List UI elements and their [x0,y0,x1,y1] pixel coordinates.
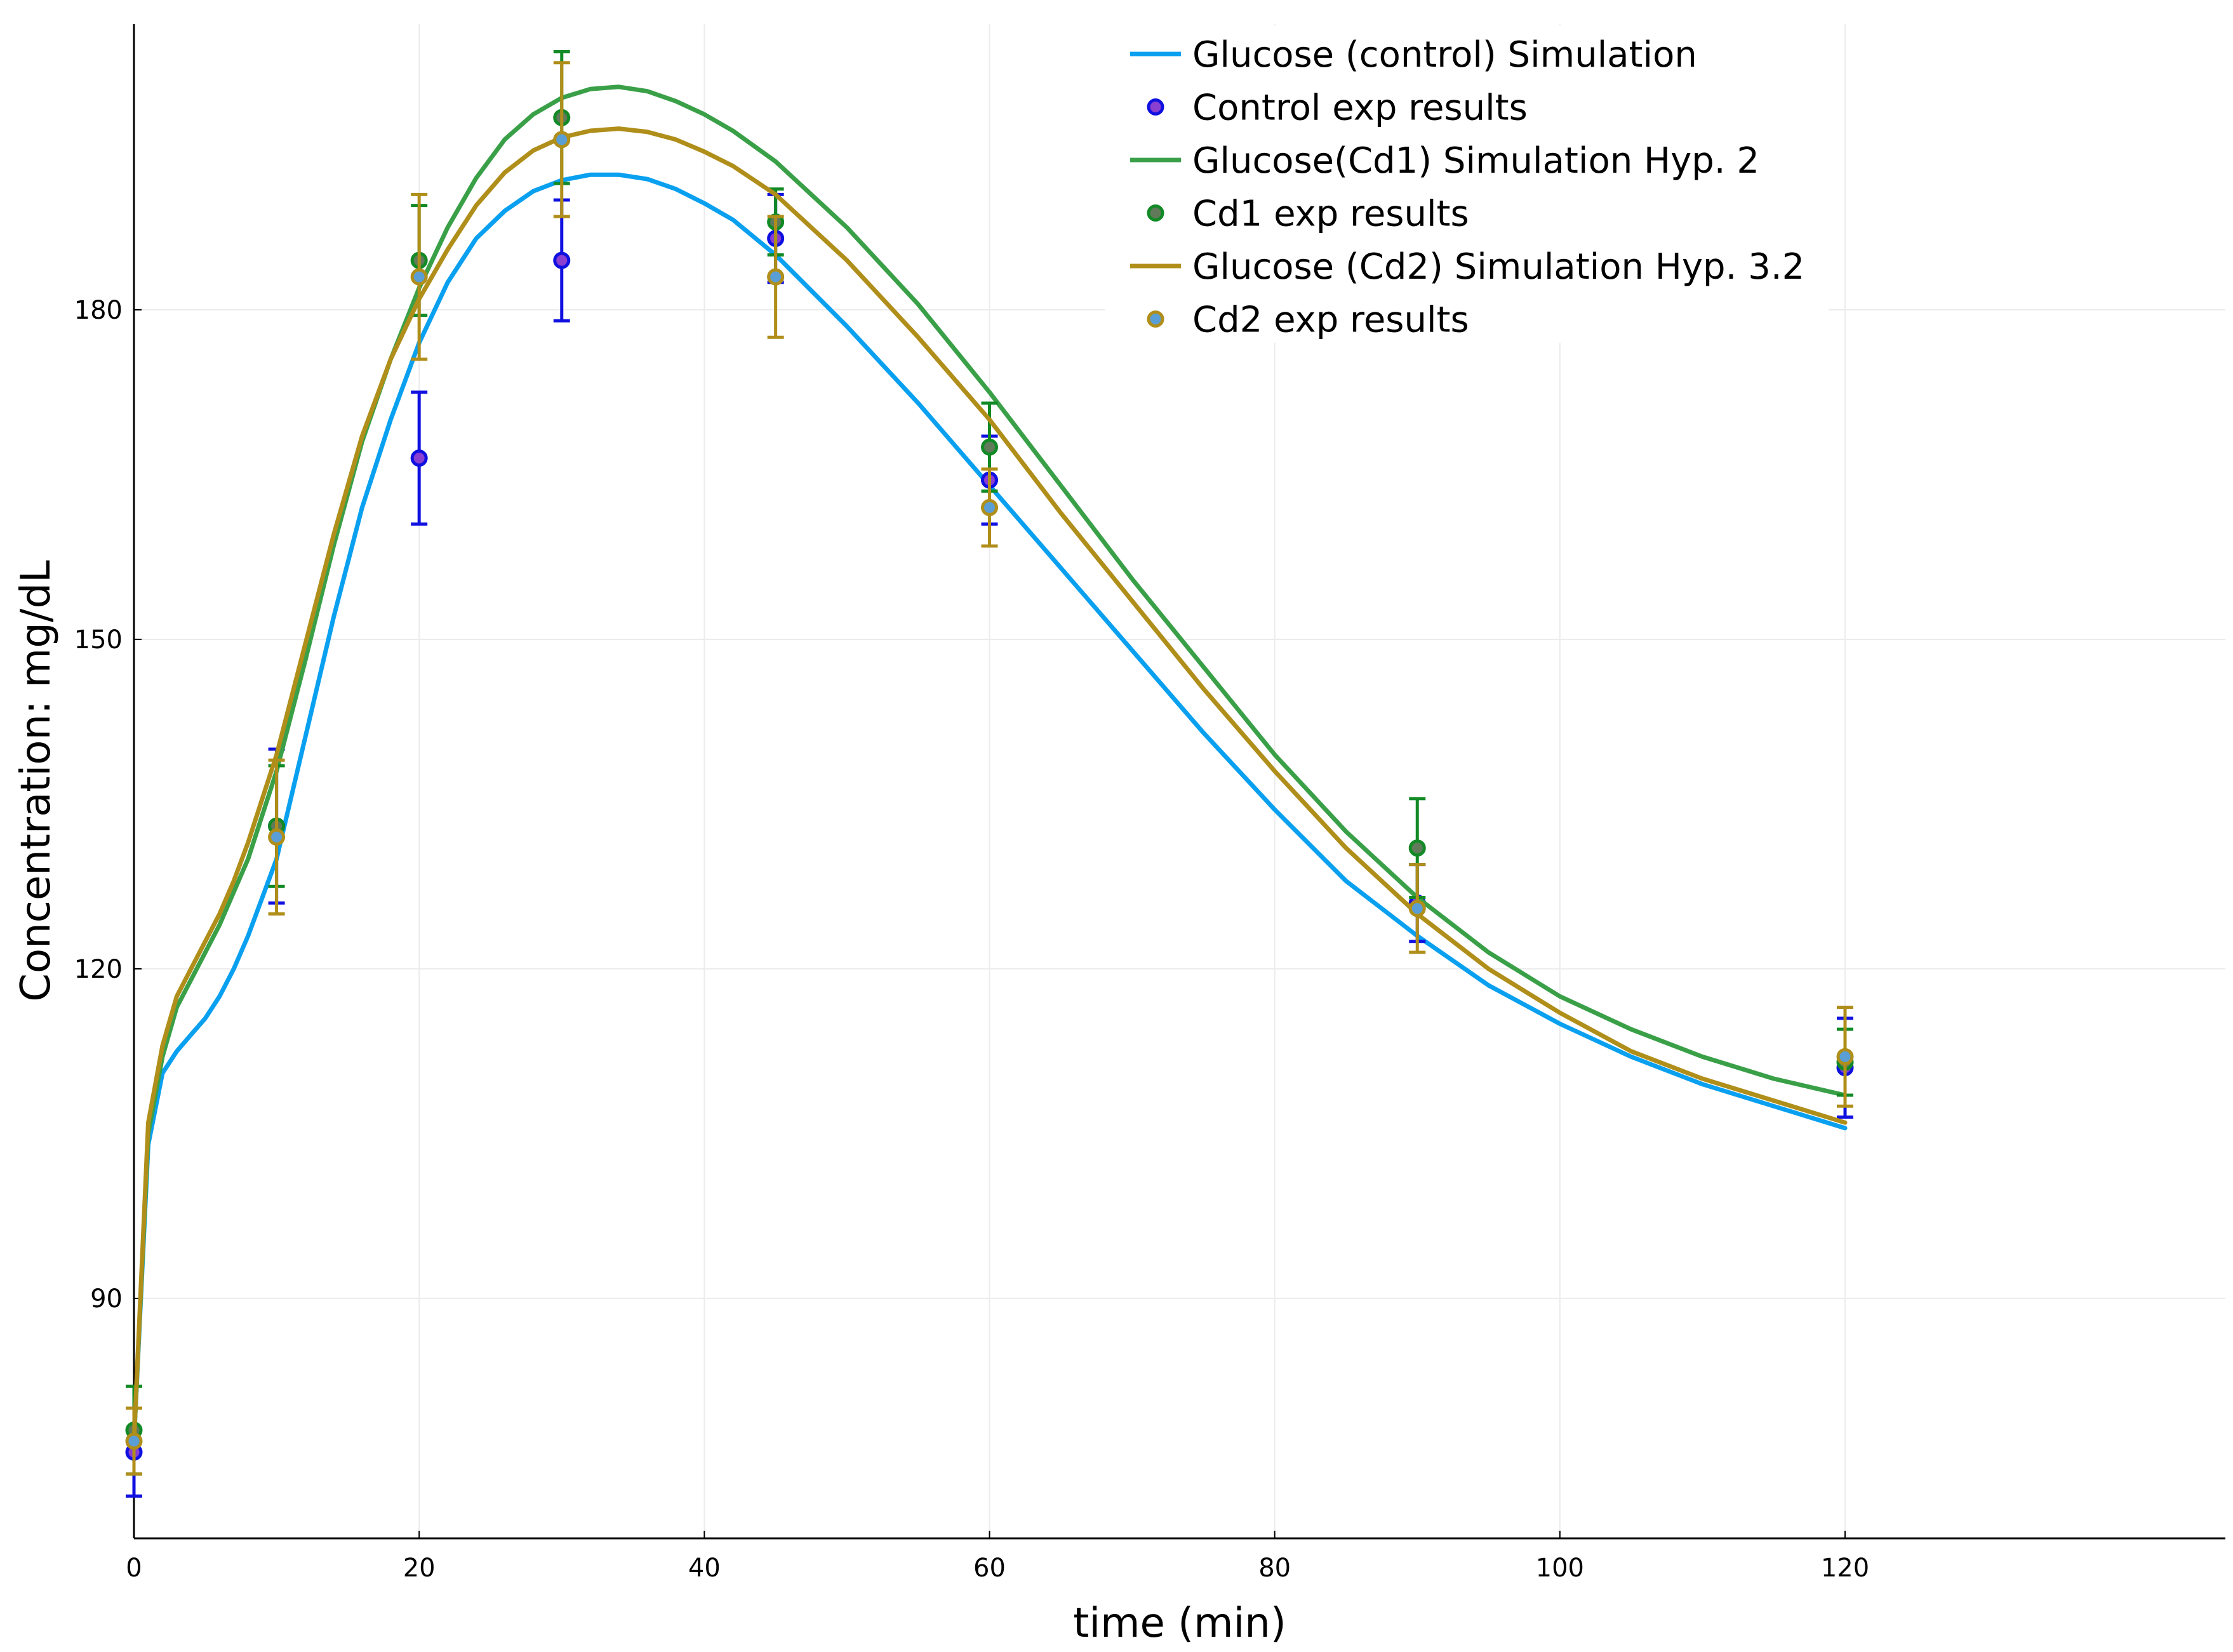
x-tick-label: 120 [1821,1554,1869,1583]
y-tick-label: 180 [74,296,123,325]
x-axis-title: time (min) [1073,1600,1286,1647]
y-axis-title: Concentration: mg/dL [13,560,60,1002]
legend-label: Cd2 exp results [1192,300,1469,341]
legend-label: Control exp results [1192,88,1528,129]
data-point [981,438,998,456]
data-point [553,131,571,149]
series-line [131,126,1848,1444]
legend-background [1105,25,1829,343]
legend: Glucose (control) Simulation Control exp … [1105,25,1829,343]
x-tick-label: 0 [126,1554,142,1583]
data-point [1408,900,1426,917]
series-0 [131,172,1848,1444]
y-tick-label: 90 [90,1284,123,1314]
legend-marker-swatch [1147,98,1164,116]
series-2 [131,84,1848,1444]
x-tick-label: 40 [688,1554,721,1583]
legend-label: Glucose (control) Simulation [1192,34,1697,76]
data-point [410,450,428,467]
legend-marker-swatch [1147,204,1164,222]
y-tick-label: 150 [74,625,123,655]
x-tick-label: 20 [403,1554,436,1583]
data-point [767,268,785,286]
data-point [1836,1048,1854,1065]
data-point [981,498,998,516]
x-tick-label: 100 [1536,1554,1584,1583]
data-point [1408,839,1426,857]
axes [133,24,2225,1540]
data-point [268,828,286,846]
legend-label: Glucose(Cd1) Simulation Hyp. 2 [1192,140,1759,182]
series-5 [125,61,1854,1476]
data-point [410,268,428,286]
data-point [553,251,571,269]
series-line [131,84,1848,1444]
y-tick-label: 120 [74,955,123,984]
x-tick-label: 60 [973,1554,1006,1583]
legend-label: Cd1 exp results [1192,194,1469,235]
series-line [131,172,1848,1444]
x-tick-label: 80 [1258,1554,1291,1583]
series-4 [131,126,1848,1444]
tick-labels: 0 20 40 60 80 100 120 90 120 150 180 [74,296,1870,1583]
data-point [125,1432,143,1450]
legend-label: Glucose (Cd2) Simulation Hyp. 3.2 [1192,246,1804,288]
legend-marker-swatch [1147,310,1164,328]
plot-area [125,50,1854,1498]
